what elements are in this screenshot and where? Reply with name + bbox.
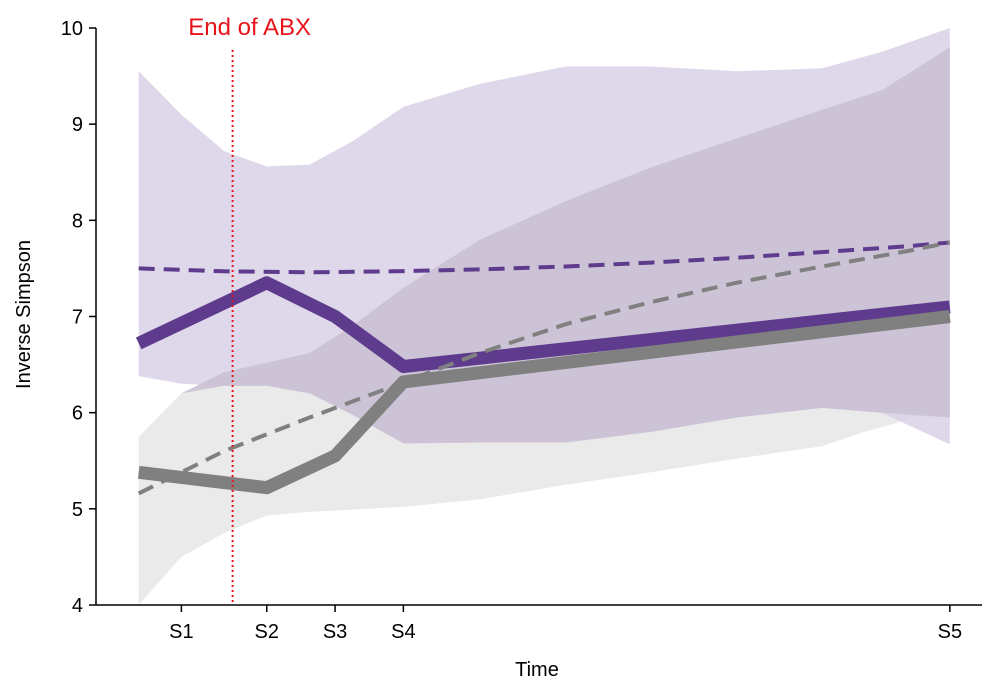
y-tick-label: 6 xyxy=(72,403,83,425)
y-tick-label: 8 xyxy=(72,210,83,232)
x-axis-title: Time xyxy=(515,659,559,681)
x-tick-label: S3 xyxy=(323,621,347,643)
series-line-2 xyxy=(137,310,951,495)
y-tick-label: 7 xyxy=(72,307,83,329)
axes: 4 5 6 7 8 9 10 S1 S2 S3 S4 S5 Time Inverse Simpson xyxy=(13,18,982,681)
annotation-group: End of ABX xyxy=(188,14,311,605)
series-line-1 xyxy=(135,276,951,373)
series-line-3 xyxy=(138,240,950,275)
x-ticks: S1 S2 S3 S4 S5 xyxy=(169,605,962,643)
y-tick-label: 10 xyxy=(61,18,83,40)
end-of-abx-label: End of ABX xyxy=(188,14,311,41)
y-tick-label: 5 xyxy=(72,499,83,521)
y-axis-title: Inverse Simpson xyxy=(13,240,35,389)
y-ticks: 4 5 6 7 8 9 10 xyxy=(61,18,96,617)
x-tick-label: S2 xyxy=(255,621,279,643)
series-line-4 xyxy=(137,240,951,496)
confidence-band-1 xyxy=(138,362,950,605)
series-lines xyxy=(135,240,951,496)
y-tick-label: 9 xyxy=(72,114,83,136)
x-tick-label: S5 xyxy=(938,621,962,643)
x-tick-label: S4 xyxy=(391,621,415,643)
x-tick-label: S1 xyxy=(169,621,193,643)
y-tick-label: 4 xyxy=(72,595,83,617)
